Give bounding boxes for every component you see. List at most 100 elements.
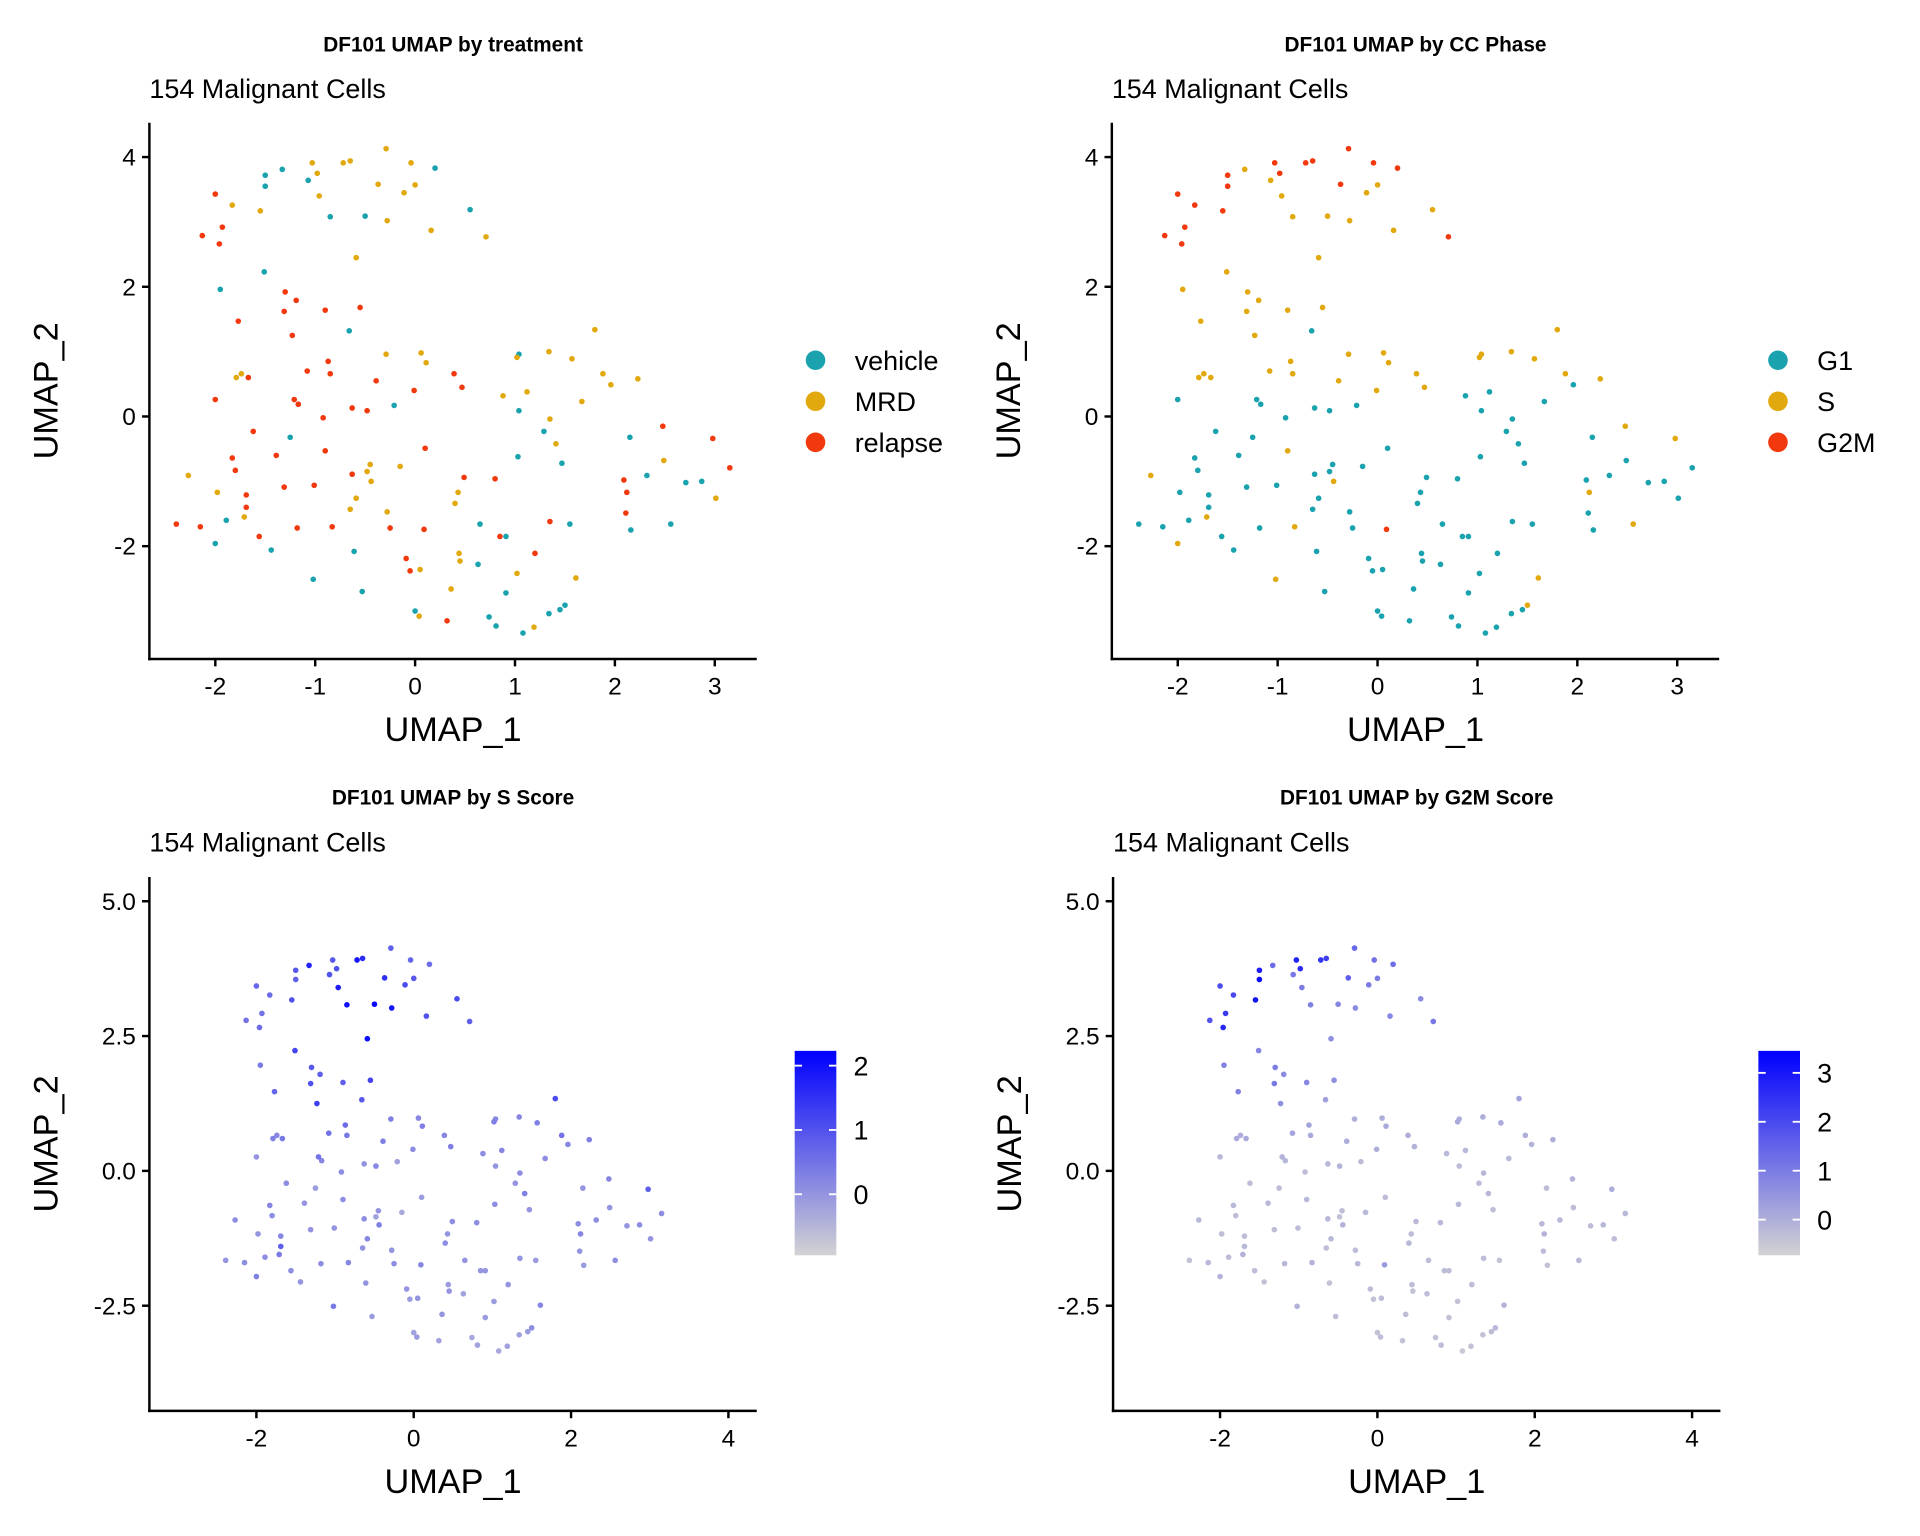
cell-point (1590, 527, 1597, 533)
legend-swatch-g2m (1768, 432, 1788, 453)
x-axis-label: UMAP_1 (1347, 711, 1484, 749)
cell-point (257, 1062, 264, 1068)
cell-point (512, 1180, 519, 1187)
cell-point (351, 548, 357, 555)
cell-point (391, 402, 397, 409)
cell-point (621, 477, 627, 483)
cell-point (1346, 217, 1353, 224)
cell-point (304, 368, 311, 374)
cell-point (338, 1169, 345, 1175)
cell-point (1256, 976, 1263, 983)
cell-point (212, 396, 219, 403)
cell-point (1550, 1136, 1556, 1143)
cell-point (318, 1157, 325, 1164)
cell-point (359, 1245, 366, 1251)
cell-point (1417, 996, 1424, 1002)
cell-point (442, 1240, 449, 1246)
cell-point (1332, 1313, 1339, 1320)
cell-point (1272, 1064, 1278, 1071)
cell-point (577, 1231, 584, 1237)
cell-point (1159, 523, 1166, 530)
cell-point (1269, 962, 1276, 969)
cell-point (1315, 495, 1322, 502)
cell-point (325, 358, 331, 365)
panel-g2m_score: DF101 UMAP by G2M Score 154 Malignant Cel… (991, 787, 1832, 1501)
cell-point (1661, 478, 1668, 485)
cell-point (1174, 396, 1181, 403)
cell-point (1352, 1247, 1359, 1254)
plot-subtitle: 154 Malignant Cells (149, 827, 385, 857)
colorbar-tick-label: 2 (853, 1051, 868, 1081)
cell-point (460, 1290, 467, 1297)
cell-point (383, 145, 389, 152)
cell-point (412, 182, 418, 188)
cell-point (1539, 1220, 1545, 1227)
cell-point (1271, 160, 1278, 166)
cell-point (1480, 1170, 1487, 1176)
cell-point (500, 392, 506, 399)
cell-point (173, 521, 180, 527)
cell-point (1337, 181, 1344, 188)
cell-point (477, 521, 483, 527)
cell-point (1439, 521, 1446, 527)
cell-point (1174, 191, 1181, 197)
cell-point (1233, 1135, 1240, 1142)
cell-point (1377, 1334, 1384, 1340)
cell-point (1519, 606, 1526, 613)
x-tick-label: 2 (1571, 674, 1585, 701)
cell-point (1243, 308, 1250, 315)
cell-point (399, 1209, 405, 1216)
cell-point (354, 957, 360, 963)
legend-swatch-g1 (1768, 350, 1788, 371)
y-tick-label: 0.0 (1066, 1158, 1100, 1185)
cell-point (459, 384, 465, 391)
cell-point (1351, 945, 1358, 951)
cell-point (467, 206, 473, 213)
cell-point (243, 504, 250, 511)
cell-point (1289, 213, 1296, 220)
cell-point (415, 1115, 422, 1121)
cell-point (282, 289, 288, 295)
cell-point (1606, 472, 1613, 479)
cell-point (456, 550, 462, 557)
cell-point (567, 521, 573, 527)
x-tick-label: 3 (1670, 674, 1684, 701)
cell-point (455, 489, 461, 496)
cell-point (532, 550, 538, 557)
y-tick-label: -2.5 (94, 1293, 136, 1320)
cell-point (573, 575, 579, 581)
cell-point (1353, 402, 1360, 409)
cell-point (345, 1259, 352, 1266)
legend-swatch-vehicle (805, 350, 826, 371)
cell-point (241, 514, 248, 520)
cell-point (1380, 350, 1387, 356)
cell-point (417, 566, 423, 573)
cell-point (281, 308, 288, 315)
cell-point (340, 160, 347, 166)
cell-point (297, 1279, 304, 1285)
cell-point (289, 332, 296, 339)
cell-point (229, 455, 236, 461)
cell-point (283, 1180, 290, 1187)
y-tick-label: 4 (122, 145, 136, 172)
x-tick-label: 0 (408, 674, 422, 701)
cell-point (1516, 1095, 1522, 1102)
cell-point (216, 241, 223, 247)
cell-point (1409, 1281, 1415, 1288)
cell-point (486, 614, 492, 620)
cell-point (524, 1328, 531, 1335)
cell-point (483, 234, 489, 240)
cell-point (1378, 1295, 1385, 1302)
cell-point (608, 381, 614, 388)
cell-point (1182, 224, 1188, 230)
cell-point (606, 1204, 613, 1211)
cell-point (1287, 358, 1294, 365)
cell-point (269, 1212, 275, 1219)
cell-point (1379, 566, 1386, 573)
cell-point (410, 975, 417, 982)
cell-point (1307, 1132, 1314, 1139)
x-tick-label: 4 (722, 1425, 736, 1452)
cell-point (1256, 525, 1263, 531)
cell-point (375, 181, 381, 188)
cell-point (482, 1314, 489, 1321)
